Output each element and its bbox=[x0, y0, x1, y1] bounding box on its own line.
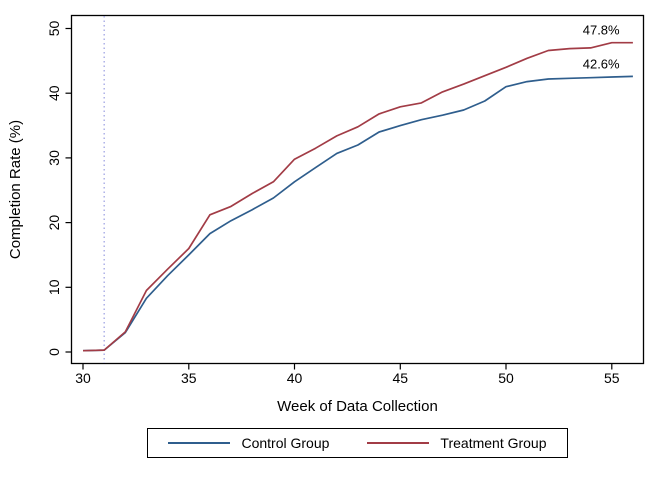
y-tick-label: 10 bbox=[46, 279, 62, 295]
control-line-swatch bbox=[168, 442, 231, 444]
x-tick-label: 45 bbox=[393, 370, 409, 386]
x-tick-label: 35 bbox=[181, 370, 197, 386]
x-tick-label: 55 bbox=[604, 370, 620, 386]
y-tick-label: 40 bbox=[46, 85, 62, 101]
treatment-group-line bbox=[82, 41, 633, 352]
legend-item-treatment: Treatment Group bbox=[367, 435, 547, 451]
x-axis-ticks: 30 35 40 45 50 55 bbox=[75, 363, 620, 386]
y-tick-label: 0 bbox=[46, 348, 62, 356]
y-tick-label: 20 bbox=[46, 215, 62, 231]
plot-area: 30 35 40 45 50 55 0 10 20 30 40 50 47.8% 42.6% Wee… bbox=[7, 14, 645, 415]
x-tick-label: 40 bbox=[287, 370, 303, 386]
control-group-line bbox=[82, 75, 633, 352]
y-tick-label: 50 bbox=[46, 21, 62, 37]
y-axis-ticks: 0 10 20 30 40 50 bbox=[46, 21, 72, 356]
treatment-line-swatch bbox=[367, 442, 430, 444]
legend: Control Group Treatment Group bbox=[147, 428, 568, 458]
y-axis-title: Completion Rate (%) bbox=[7, 120, 24, 259]
x-tick-label: 50 bbox=[498, 370, 514, 386]
x-tick-label: 30 bbox=[75, 370, 91, 386]
control-endpoint-label: 42.6% bbox=[583, 56, 620, 71]
legend-label-control: Control Group bbox=[241, 435, 330, 451]
y-tick-label: 30 bbox=[46, 150, 62, 166]
treatment-endpoint-label: 47.8% bbox=[583, 23, 620, 38]
legend-label-treatment: Treatment Group bbox=[440, 435, 547, 451]
x-axis-title: Week of Data Collection bbox=[277, 398, 438, 415]
legend-item-control: Control Group bbox=[168, 435, 329, 451]
plot-frame bbox=[70, 14, 645, 365]
